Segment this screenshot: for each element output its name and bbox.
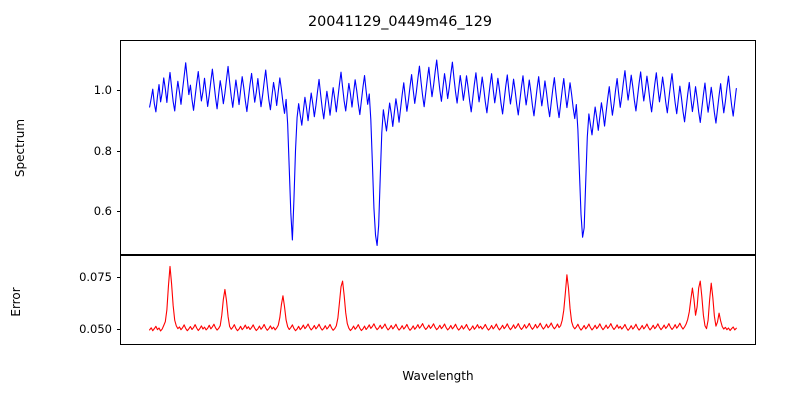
spectrum-y-tick-2: 1.0 [93,82,112,97]
spectrum-y-tick-mark-0 [116,211,120,213]
error-y-tick-mark-0 [116,329,120,331]
error-plot-area [149,265,737,332]
spectrum-y-tick-1: 0.8 [93,143,112,158]
spectrum-y-tick-mark-1 [116,150,120,152]
spectrum-data-line [149,59,737,246]
spectrum-y-tick-0: 0.6 [93,204,112,219]
spectrum-y-tick-mark-2 [116,89,120,91]
spectrum-panel [120,40,756,255]
spectrum-y-tick-labels: 0.6 0.8 1.0 [4,40,112,255]
error-y-tick-1: 0.075 [79,269,112,284]
error-y-tick-labels: 0.050 0.075 [4,255,112,345]
chart-title: 20041129_0449m46_129 [307,14,493,30]
error-panel [120,255,756,345]
error-y-tick-mark-1 [116,276,120,278]
spectrum-y-axis-label: Spectrum [13,118,27,177]
error-y-tick-0: 0.050 [79,322,112,337]
error-y-axis-label: Error [9,287,23,317]
x-axis-label: Wavelength [402,369,474,383]
error-data-line [149,265,737,332]
spectrum-plot-area [149,59,737,246]
